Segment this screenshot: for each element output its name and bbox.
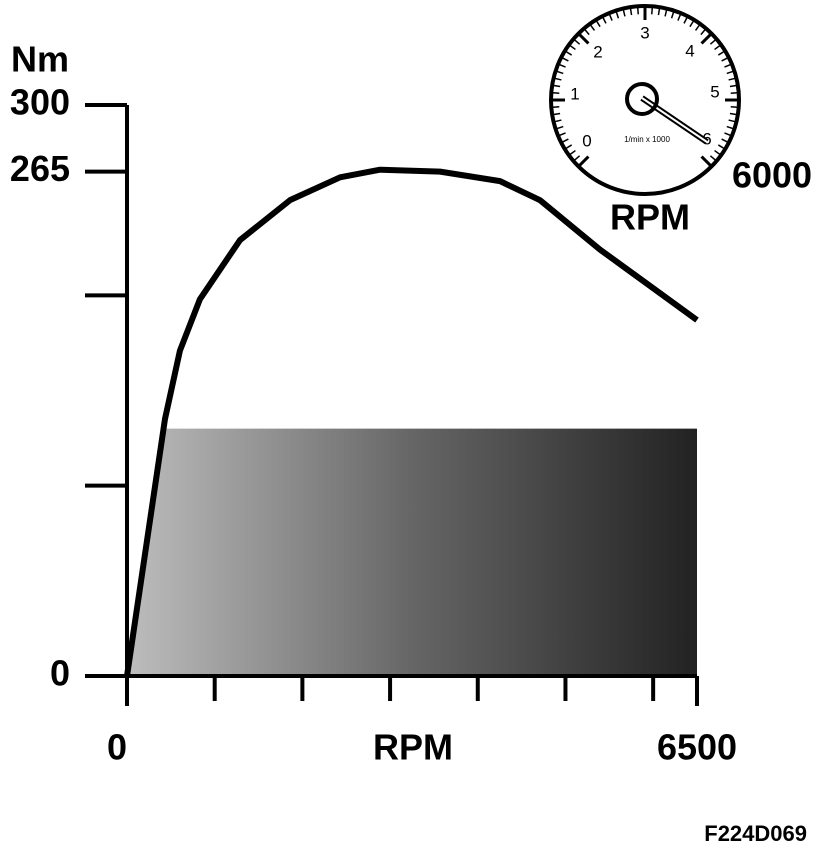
y-tick-label: 0 — [50, 653, 70, 694]
gauge-tick — [721, 56, 730, 62]
gauge-tick — [553, 77, 562, 81]
gauge-tick — [568, 44, 576, 51]
gauge-tick — [601, 15, 607, 24]
gauge-tick — [728, 119, 737, 123]
y-axis-label: Nm — [11, 39, 69, 80]
gauge-tick — [709, 155, 717, 162]
gauge-tick — [622, 8, 626, 17]
gauge-tick — [551, 91, 560, 95]
gauge-tick — [555, 70, 564, 75]
gauge-tick — [636, 6, 640, 15]
gauge-tick — [700, 32, 713, 45]
x-tick-label: 0 — [107, 727, 127, 768]
gauge-tick — [555, 125, 564, 130]
y-tick-label: 265 — [10, 148, 70, 189]
gauge-tick — [730, 91, 739, 95]
gauge-tick — [560, 56, 569, 62]
gauge-hub — [625, 82, 659, 116]
gauge-tick — [608, 12, 613, 21]
gauge-unit: 1/min x 1000 — [624, 135, 670, 144]
dial-label: 5 — [710, 82, 719, 101]
gauge-tick — [700, 155, 713, 168]
gauge-tick — [670, 10, 675, 19]
gauge-tick — [694, 23, 701, 31]
gauge-tick — [689, 19, 695, 28]
gauge: 0 1 2 3 4 5 6 1/min x 1000 6000 RPM — [549, 4, 812, 238]
dial-label: 3 — [640, 23, 649, 42]
gauge-needle — [641, 97, 708, 143]
gauge-tick — [709, 38, 717, 45]
gauge-tick — [677, 12, 682, 21]
x-axis-label: RPM — [373, 727, 453, 768]
figure-code: F224D069 — [704, 821, 807, 846]
gauge-tick — [583, 28, 590, 36]
gauge-tick — [650, 6, 654, 15]
gauge-tick — [728, 77, 737, 81]
gauge-tick — [729, 112, 738, 116]
gauge-tick — [657, 7, 661, 16]
gauge-tick — [726, 70, 735, 75]
gauge-tick — [568, 149, 576, 156]
gauge-tick — [664, 8, 668, 17]
gauge-tick — [589, 23, 596, 31]
gauge-tick — [700, 28, 707, 36]
gauge-tick — [577, 32, 590, 45]
gauge-tick — [717, 50, 726, 56]
gauge-tick — [573, 155, 581, 162]
gauge-tick — [552, 112, 561, 116]
x-tick-label: 6500 — [657, 727, 737, 768]
torque-curve — [124, 166, 699, 677]
gauge-tick — [560, 138, 569, 144]
gauge-tick — [629, 7, 633, 16]
gauge-tick — [724, 132, 733, 137]
gauge-tick — [717, 144, 726, 150]
gauge-tick — [553, 119, 562, 123]
gauge-tick — [714, 149, 722, 156]
gauge-tick — [726, 125, 735, 130]
dial-label: 0 — [582, 131, 591, 150]
gauge-tick — [557, 63, 566, 68]
gauge-tick — [595, 19, 601, 28]
dial-label: 1 — [570, 84, 579, 103]
gauge-tick — [577, 155, 590, 168]
gauge-tick — [724, 63, 733, 68]
gauge-tick — [730, 105, 739, 109]
shaded-area — [127, 428, 697, 676]
gauge-tick — [714, 44, 722, 51]
dial-label: 4 — [685, 41, 694, 60]
gauge-tick — [557, 132, 566, 137]
gauge-tick — [721, 138, 730, 144]
gauge-label: RPM — [610, 197, 690, 238]
gauge-tick — [552, 84, 561, 88]
gauge-tick — [615, 10, 620, 19]
gauge-reading: 6000 — [732, 155, 812, 196]
gauge-tick — [573, 38, 581, 45]
dial-label: 2 — [593, 42, 602, 61]
gauge-tick — [683, 15, 689, 24]
gauge-tick — [564, 50, 573, 56]
gauge-tick — [729, 84, 738, 88]
gauge-tick — [551, 105, 560, 109]
gauge-tick — [564, 144, 573, 150]
y-tick-label: 300 — [10, 82, 70, 123]
